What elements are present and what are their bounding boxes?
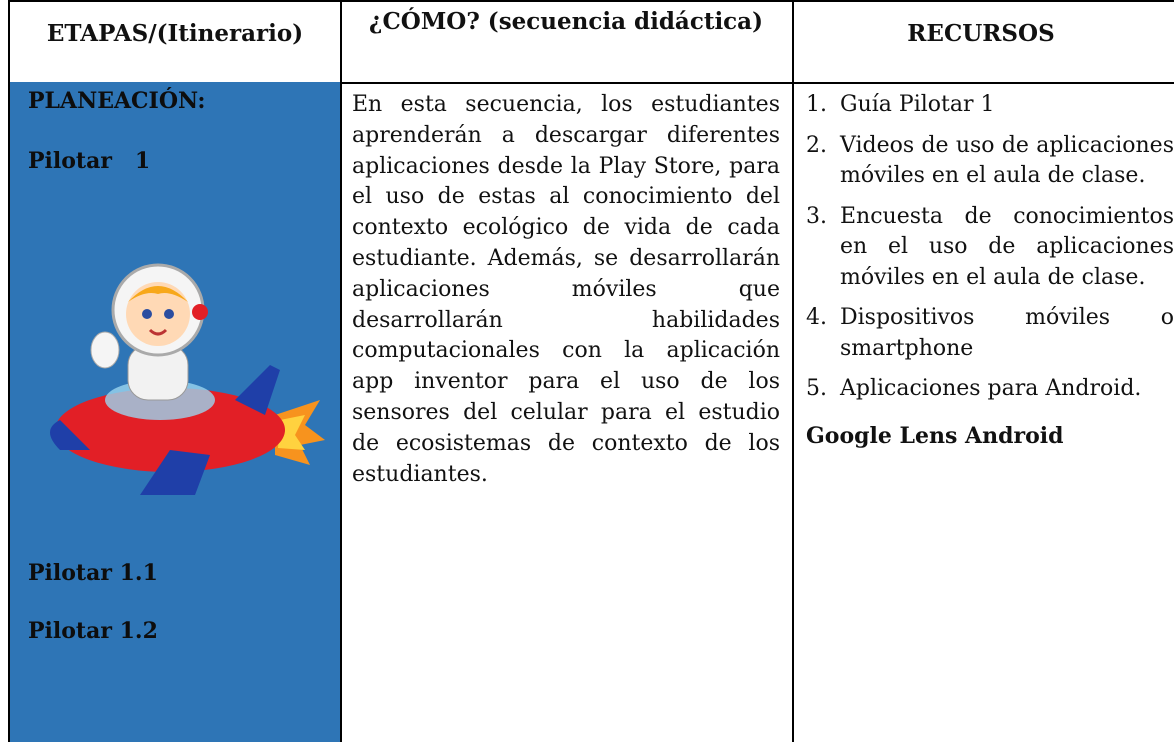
item-text: Dispositivos móviles o smartphone: [840, 305, 1174, 361]
item-text: Guía Pilotar 1: [840, 92, 995, 117]
stage-label: Pilotar 1.1: [28, 560, 158, 586]
item-number: 5.: [806, 376, 827, 401]
resource-item: 4. Dispositivos móviles o smartphone: [806, 303, 1174, 364]
sequence-cell: En esta secuencia, los estudiantes apren…: [340, 82, 794, 742]
item-number: 1.: [806, 92, 827, 117]
item-text: Videos de uso de aplicaciones móviles en…: [840, 132, 1174, 189]
resources-footer: Google Lens Android: [806, 422, 1064, 449]
resource-list: 1. Guía Pilotar 1 2. Videos de uso de aplic…: [806, 90, 1174, 405]
header-cell: ¿CÓMO? (secuencia didáctica): [340, 0, 794, 84]
resources-cell: 1. Guía Pilotar 1 2. Videos de uso de aplic…: [792, 82, 1174, 742]
stage-label: PLANEACIÓN:: [28, 88, 206, 114]
stage-label: Pilotar 1.2: [28, 618, 158, 644]
resource-item: 2. Videos de uso de aplicaciones móviles …: [806, 131, 1174, 192]
item-text: Encuesta de conocimientos en el uso de a…: [840, 203, 1174, 290]
item-text: Aplicaciones para Android.: [840, 376, 1142, 401]
stages-cell: PLANEACIÓN: Pilotar 1 Pilotar 1.1 Pilota…: [8, 82, 342, 742]
item-number: 2.: [806, 132, 827, 158]
astronaut-rocket: [50, 263, 325, 495]
header-cell: ETAPAS/(Itinerario): [8, 0, 342, 84]
item-number: 4.: [806, 305, 827, 330]
resource-item: 3. Encuesta de conocimientos en el uso de…: [806, 202, 1174, 294]
header-cell: RECURSOS: [792, 0, 1174, 84]
stage-label: Pilotar 1: [28, 148, 151, 174]
item-number: 3.: [806, 203, 827, 229]
resource-item: 1. Guía Pilotar 1: [806, 90, 1174, 121]
resource-item: 5. Aplicaciones para Android.: [806, 374, 1174, 405]
